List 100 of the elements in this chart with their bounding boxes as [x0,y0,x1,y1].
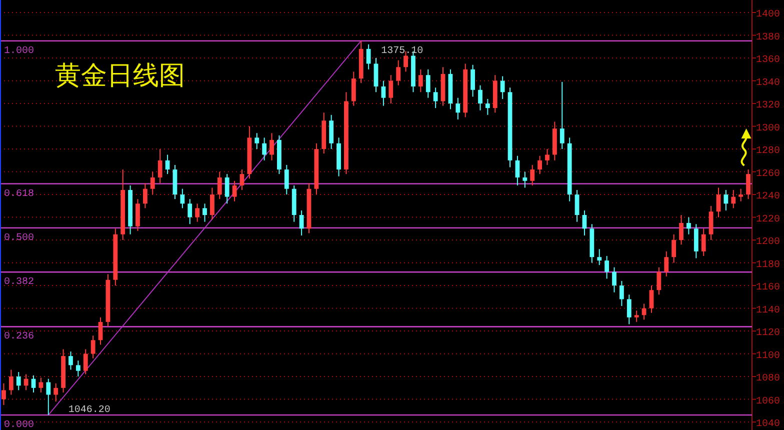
candlestick [366,44,371,70]
candlestick [188,198,192,225]
annotation: 0.500 [4,232,34,244]
y-tick-label: 1140 [756,305,780,316]
candlestick [433,87,438,109]
candlestick [649,285,654,314]
y-tick-label: 1180 [756,260,780,271]
y-tick-label: 1160 [756,282,780,294]
candlestick [515,155,520,186]
y-tick-label: 1080 [756,374,780,385]
y-tick-label: 1340 [756,78,780,89]
candlestick [262,137,267,161]
y-tick-label: 1400 [756,10,780,21]
candlestick [716,187,721,218]
candlestick [612,266,616,293]
candlestick [738,188,744,202]
candlestick [478,84,482,111]
candlestick [426,68,430,98]
candlestick [530,164,535,186]
text: 黄金日线图 [55,61,185,91]
y-tick-label: 1260 [756,168,780,180]
candlestick [456,97,460,120]
candlestick [374,58,378,93]
candlestick [522,171,528,188]
candlestick [694,224,698,259]
annotation: 1375.10 [381,46,424,57]
candlestick [224,174,230,204]
y-tick-label: 1200 [756,237,780,248]
candlestick [470,64,475,98]
candlestick [98,316,103,346]
candlestick [545,148,550,166]
candlestick [142,182,148,209]
candlestick [136,198,140,232]
candlestick [254,132,260,150]
y-tick-label: 1300 [756,123,780,134]
y-tick-label: 1040 [756,419,780,430]
y-tick-label: 1360 [756,55,780,66]
candlestick [396,60,401,86]
candlestick [582,210,587,236]
annotation: 1046.20 [68,404,110,416]
candlestick [38,377,44,393]
annotation: 0.236 [4,332,34,343]
candlestick [686,216,691,235]
candlestick [217,171,222,200]
candlestick [165,154,170,175]
candlestick [2,382,6,406]
candlestick [46,378,51,416]
candlestick [90,335,96,359]
candlestick [351,71,356,106]
candlestick [195,203,200,222]
annotation: 0.618 [4,188,34,200]
candlestick [388,74,394,104]
candlestick [701,228,706,256]
candlestick [8,369,14,396]
y-tick-label: 1220 [756,214,780,226]
y-tick-label: 1380 [756,32,780,44]
candlestick [329,114,334,150]
annotation: 0.382 [4,277,34,288]
candlestick [679,214,684,246]
candlestick [210,187,214,220]
candlestick [284,164,289,196]
candlestick [560,81,564,150]
candlestick [83,348,88,375]
candlestick [381,80,386,106]
candlestick [634,310,639,322]
candlestick [76,360,80,378]
candlestick [604,255,610,280]
candlestick [574,189,580,222]
candlestick [664,250,669,277]
candlestick [724,189,728,211]
candlestick [485,98,490,116]
y-tick-label: 1240 [756,192,780,203]
candlestick [16,371,21,391]
candlestick [54,382,58,402]
y-tick-label: 1100 [756,350,780,362]
candlestick [202,203,207,222]
candlestick [68,351,73,370]
candlestick [158,148,162,184]
candlestick [500,76,505,100]
candlestick [538,155,542,175]
candlestick [24,374,28,391]
candlestick [708,205,714,241]
candlestick [626,294,632,325]
candlestick [672,234,676,264]
candlestick [620,280,624,307]
annotation: 0.000 [4,420,34,430]
candlestick [180,188,185,209]
candlestick [240,168,244,190]
y-tick-label: 1320 [756,100,780,112]
candlestick [232,180,237,202]
candlestick [299,210,304,236]
candlestick [731,189,736,209]
candlestick [31,374,36,393]
candlestick [656,266,662,296]
y-tick-label: 1280 [756,146,780,158]
candlestick [418,68,423,93]
y-tick-label: 1120 [756,328,780,340]
candlestick [597,248,602,266]
candlestick [270,132,274,161]
candlestick [150,171,155,196]
